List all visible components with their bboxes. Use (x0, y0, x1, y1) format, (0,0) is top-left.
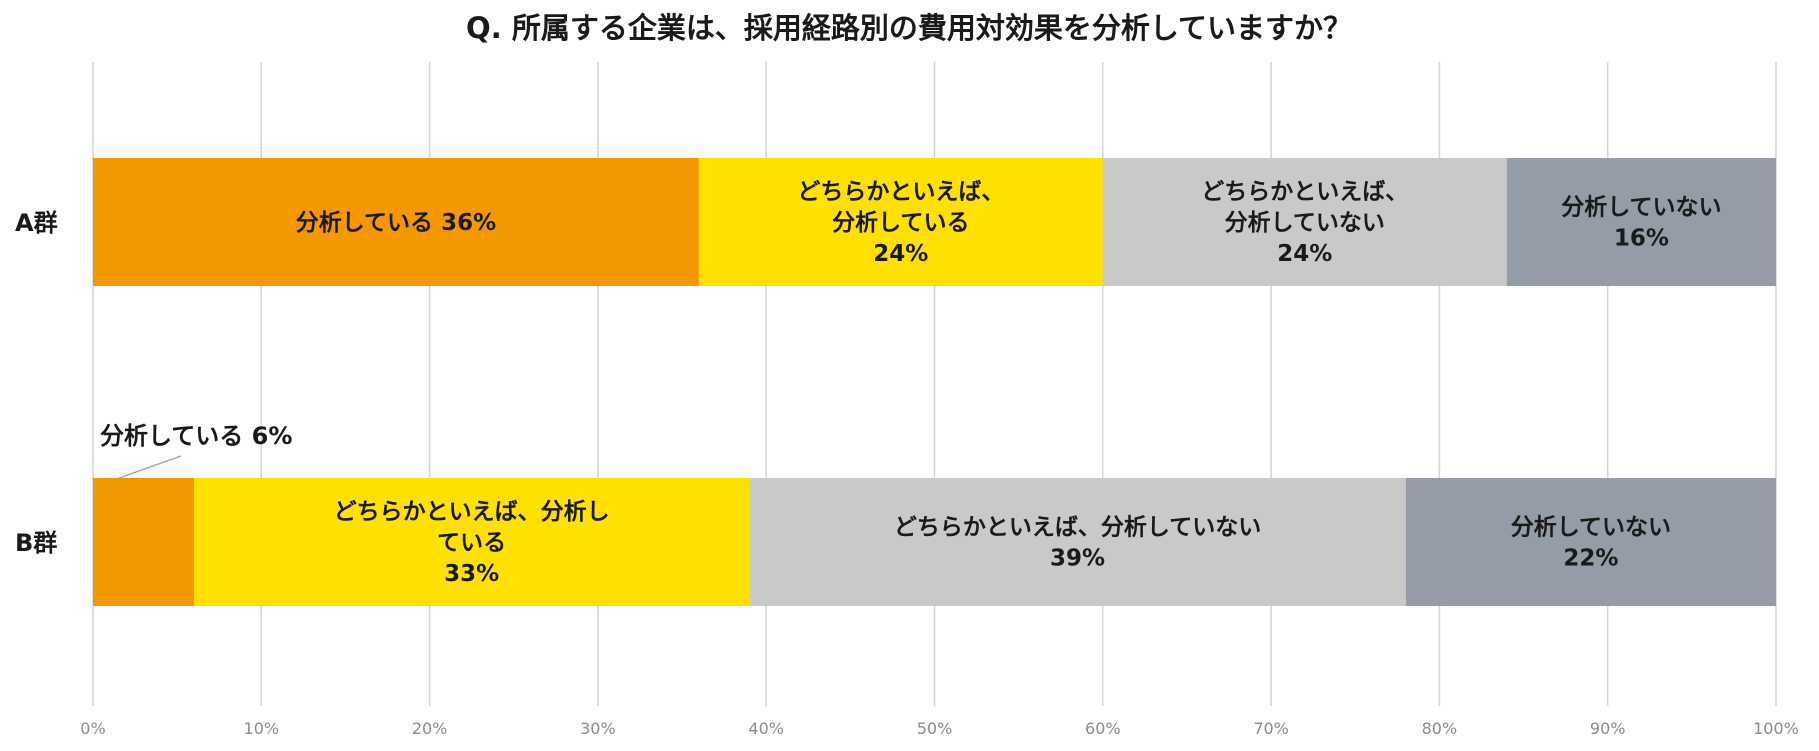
x-tick-label: 80% (1422, 719, 1458, 738)
data-label: どちらかといえば、分析し (334, 499, 610, 525)
x-tick-label: 10% (244, 719, 280, 738)
bar-segment (1405, 478, 1776, 606)
data-label: 分析していない (1511, 515, 1671, 541)
bar-segment (93, 478, 194, 606)
data-label: どちらかといえば、分析していない (894, 515, 1261, 541)
bar-segment (93, 158, 699, 286)
data-label: 33% (444, 561, 499, 587)
x-tick-label: 40% (748, 719, 784, 738)
x-axis-ticks: 0% 10% 20% 30% 40% 50% 60% 70% 80% 90% 100% (80, 719, 1799, 738)
data-label: 分析している 36% (296, 210, 496, 236)
bar-segment (698, 158, 1103, 286)
data-label: 分析している (832, 210, 969, 236)
x-tick-label: 0% (80, 719, 105, 738)
bar-segment (749, 478, 1406, 606)
bar-segment (1102, 158, 1507, 286)
chart-title: Q. 所属する企業は、採用経路別の費用対効果を分析していますか？ (466, 11, 1352, 45)
bar-segment (193, 478, 750, 606)
category-labels: A群 B群 (15, 209, 58, 557)
data-label: ている (437, 530, 506, 556)
x-tick-label: 70% (1253, 719, 1289, 738)
category-label: A群 (15, 209, 58, 237)
data-label: どちらかといえば、 (1201, 179, 1408, 205)
x-tick-label: 90% (1590, 719, 1626, 738)
x-tick-label: 60% (1085, 719, 1121, 738)
category-label: B群 (15, 529, 57, 557)
data-label: 分析していない (1561, 195, 1721, 221)
x-tick-label: 30% (580, 719, 616, 738)
data-label: 24% (873, 241, 928, 267)
data-label: 39% (1050, 546, 1105, 572)
bar-segment (1506, 158, 1776, 286)
data-label: 分析していない (1225, 210, 1385, 236)
data-label: 22% (1563, 546, 1618, 572)
data-label: 24% (1277, 241, 1332, 267)
bars (93, 158, 1776, 606)
data-label: どちらかといえば、 (797, 179, 1004, 205)
x-tick-label: 50% (917, 719, 953, 738)
data-label: 分析している 6% (100, 422, 292, 450)
x-tick-label: 100% (1753, 719, 1799, 738)
data-label: 16% (1614, 226, 1669, 252)
leader-line (113, 455, 182, 481)
x-tick-label: 20% (412, 719, 448, 738)
segment-labels: 分析している 36%どちらかといえば、分析している24%どちらかといえば、分析し… (100, 179, 1722, 587)
